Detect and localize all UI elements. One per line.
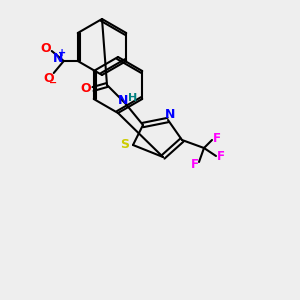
Text: +: +: [58, 48, 66, 58]
Text: O: O: [81, 82, 91, 95]
Text: N: N: [52, 52, 63, 65]
Text: H: H: [128, 93, 138, 103]
Text: F: F: [191, 158, 199, 170]
Text: O: O: [40, 43, 51, 56]
Text: S: S: [121, 139, 130, 152]
Text: F: F: [213, 131, 221, 145]
Text: −: −: [49, 78, 57, 88]
Text: N: N: [118, 94, 128, 107]
Text: O: O: [44, 71, 54, 85]
Text: F: F: [217, 149, 225, 163]
Text: N: N: [165, 109, 175, 122]
